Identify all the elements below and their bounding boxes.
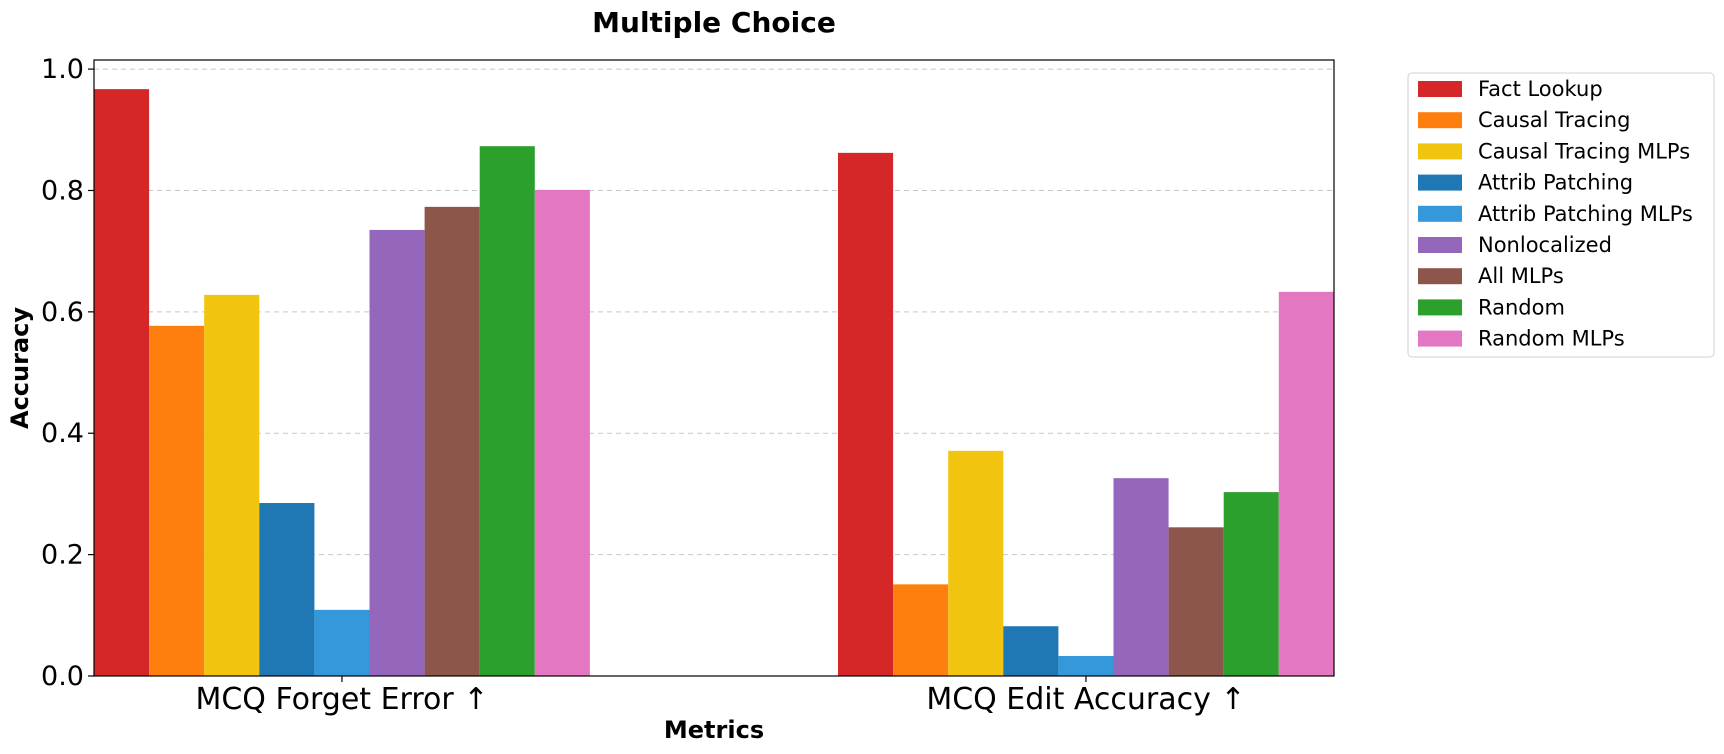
bar — [948, 450, 1004, 676]
bar — [1003, 626, 1059, 676]
legend-label: Causal Tracing MLPs — [1478, 139, 1690, 163]
legend-swatch — [1418, 299, 1462, 316]
legend: Fact Lookup Causal Tracing Causal Tracing … — [1407, 72, 1715, 358]
plot-frame — [93, 59, 1335, 677]
legend-frame — [1407, 72, 1715, 358]
x-tick-label: MCQ Forget Error ↑ — [195, 682, 488, 717]
legend-swatch — [1418, 237, 1462, 253]
bar — [94, 89, 150, 676]
bar — [893, 584, 949, 676]
legend-label: Attrib Patching MLPs — [1478, 202, 1693, 226]
bar — [1058, 655, 1114, 676]
bar — [838, 152, 894, 677]
y-tick-label: 0.6 — [41, 297, 84, 328]
x-axis-label: Metrics — [664, 716, 764, 744]
legend-label: Fact Lookup — [1478, 77, 1603, 101]
x-tick-label: MCQ Edit Accuracy ↑ — [926, 682, 1245, 717]
bar — [534, 189, 590, 676]
legend-swatch — [1418, 112, 1462, 129]
y-tick-label: 0.0 — [41, 661, 84, 692]
legend-label: Random — [1478, 295, 1565, 319]
y-axis-ticks: 0.0 0.2 0.4 0.6 0.8 1.0 — [41, 54, 94, 692]
bar — [1278, 291, 1334, 676]
bar — [149, 325, 205, 676]
legend-items: Fact Lookup Causal Tracing Causal Tracing … — [1418, 77, 1693, 351]
legend-swatch — [1418, 174, 1462, 191]
y-tick-label: 1.0 — [41, 54, 84, 85]
y-tick-label: 0.8 — [41, 175, 84, 206]
legend-label: Attrib Patching — [1478, 171, 1633, 195]
bar — [424, 206, 480, 677]
legend-label: Nonlocalized — [1478, 233, 1612, 257]
y-tick-label: 0.2 — [41, 540, 84, 571]
bar — [204, 294, 260, 676]
bar — [314, 609, 370, 676]
bar — [259, 503, 315, 676]
bars — [94, 89, 1334, 677]
legend-swatch — [1418, 143, 1462, 160]
legend-label: Causal Tracing — [1478, 108, 1630, 132]
y-axis-label: Accuracy — [6, 307, 34, 429]
legend-label: All MLPs — [1478, 264, 1564, 288]
legend-swatch — [1418, 330, 1462, 347]
x-axis-ticks: MCQ Forget Error ↑ MCQ Edit Accuracy ↑ — [195, 676, 1246, 717]
bar — [369, 229, 425, 676]
legend-swatch — [1418, 81, 1462, 97]
bar — [1113, 478, 1169, 676]
bar — [1168, 527, 1224, 676]
bar — [479, 146, 535, 676]
y-tick-label: 0.4 — [41, 418, 84, 449]
chart-title: Multiple Choice — [592, 6, 836, 39]
legend-swatch — [1418, 205, 1462, 222]
legend-label: Random MLPs — [1478, 327, 1625, 351]
legend-swatch — [1418, 268, 1462, 285]
bar — [1223, 492, 1279, 676]
